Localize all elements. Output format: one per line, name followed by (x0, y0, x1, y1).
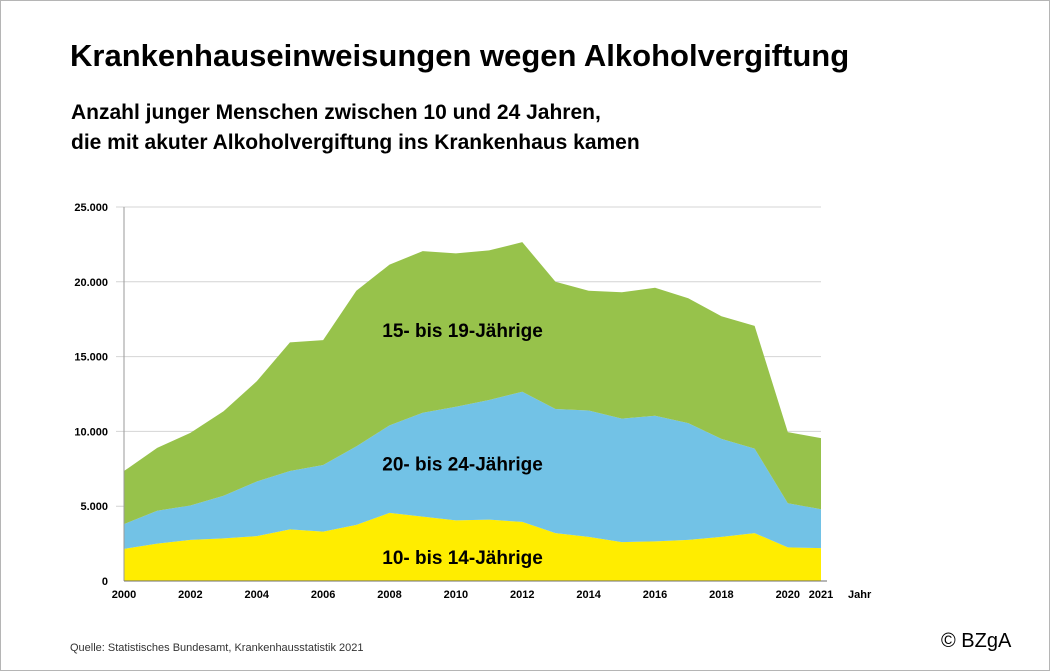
subtitle-line-2: die mit akuter Alkoholvergiftung ins Kra… (71, 131, 640, 154)
y-tick-label: 10.000 (74, 426, 108, 438)
x-tick-label: 2006 (311, 589, 335, 601)
area-series-0 (124, 512, 821, 581)
x-tick-label: 2010 (444, 589, 468, 601)
y-tick-label: 5.000 (80, 501, 108, 513)
x-tick-label: 2021 (809, 589, 833, 601)
chart-subtitle: Anzahl junger Menschen zwischen 10 und 2… (71, 98, 640, 158)
axes (123, 207, 827, 582)
y-tick-labels: 0 5.000 10.000 15.000 20.000 25.000 (74, 202, 108, 588)
x-tick-label: 2016 (643, 589, 667, 601)
x-tick-label: 2012 (510, 589, 534, 601)
area-series (124, 242, 821, 581)
x-axis-label: Jahr (848, 589, 872, 601)
y-tick-label: 20.000 (74, 277, 108, 289)
y-tick-label: 25.000 (74, 202, 108, 214)
x-tick-labels: 2000 2002 2004 2006 2008 2010 2012 2014 2016 2018… (112, 589, 833, 601)
source-note: Quelle: Statistisches Bundesamt, Kranken… (70, 642, 364, 654)
x-tick-label: 2002 (178, 589, 202, 601)
x-tick-label: 2018 (709, 589, 733, 601)
series-label-1: 20- bis 24-Jährige (382, 455, 543, 476)
chart-title: Krankenhauseinweisungen wegen Alkoholver… (70, 38, 850, 73)
series-label-2: 15- bis 19-Jährige (382, 321, 543, 342)
x-tick-label: 2008 (377, 589, 401, 601)
area-series-2 (124, 242, 821, 525)
area-series-1 (124, 391, 821, 549)
y-tick-label: 15.000 (74, 352, 108, 364)
y-tick-label: 0 (102, 576, 108, 588)
x-tick-label: 2004 (245, 589, 270, 601)
x-tick-label: 2020 (776, 589, 800, 601)
series-labels: 10- bis 14-Jährige 20- bis 24-Jährige 15- … (382, 321, 543, 569)
series-label-0: 10- bis 14-Jährige (382, 548, 543, 569)
x-tick-label: 2000 (112, 589, 136, 601)
copyright-notice: © BZgA (941, 630, 1012, 652)
x-tick-label: 2014 (576, 589, 601, 601)
subtitle-line-1: Anzahl junger Menschen zwischen 10 und 2… (71, 101, 601, 124)
